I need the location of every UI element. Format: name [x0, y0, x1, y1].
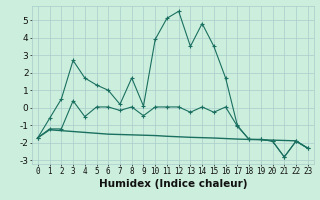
X-axis label: Humidex (Indice chaleur): Humidex (Indice chaleur): [99, 179, 247, 189]
